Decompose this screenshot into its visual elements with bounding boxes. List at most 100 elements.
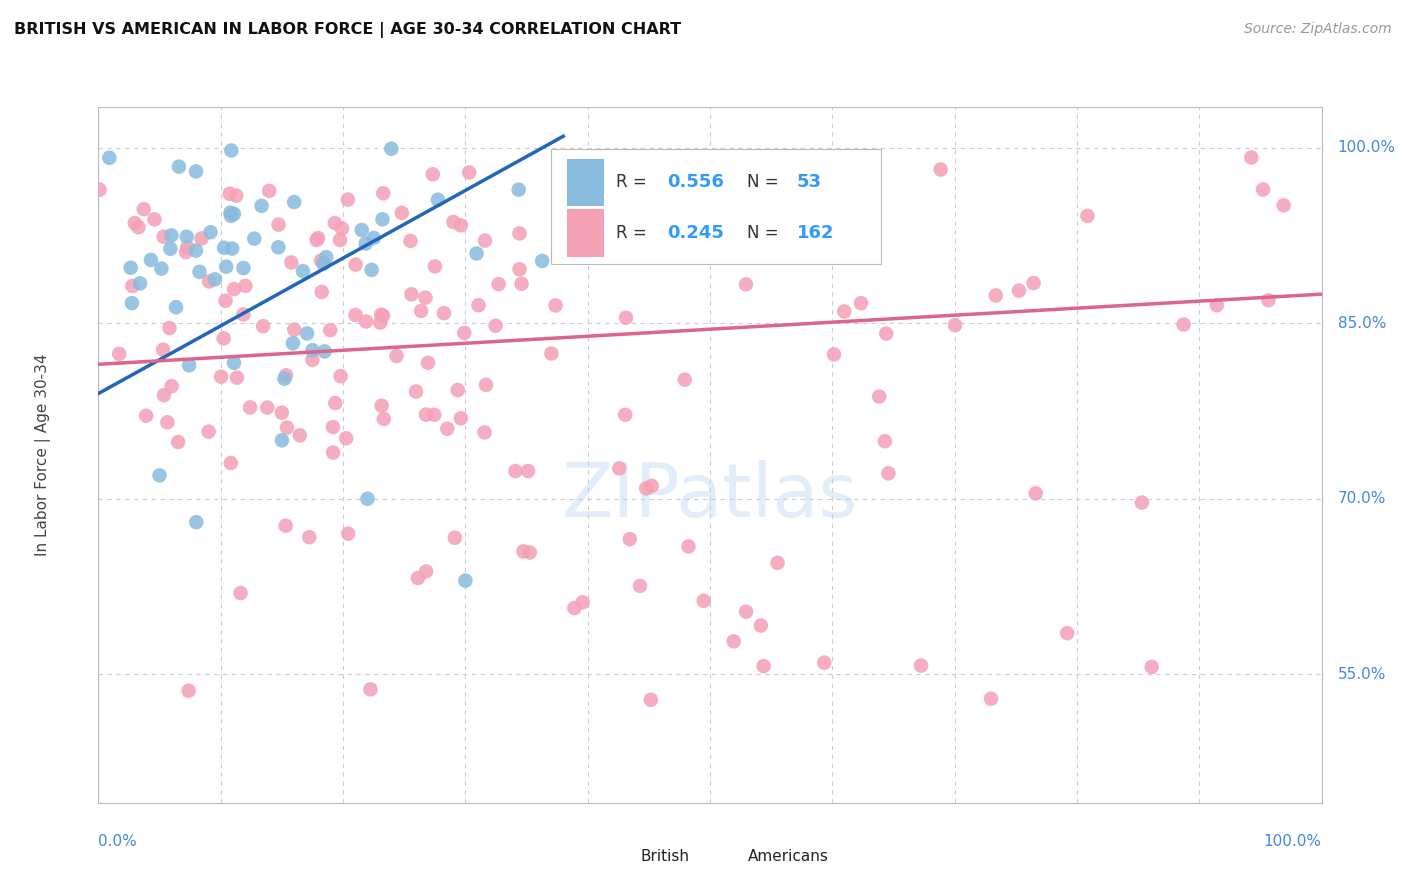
Point <box>373 186 395 201</box>
Point <box>323 396 346 410</box>
Point <box>160 228 183 243</box>
Point <box>859 216 882 230</box>
Point <box>467 298 489 312</box>
Point <box>441 215 464 229</box>
Point <box>474 425 496 440</box>
Point <box>215 260 238 274</box>
Point <box>139 252 162 267</box>
Point <box>197 425 219 439</box>
Point <box>127 220 149 235</box>
Point <box>1025 486 1047 500</box>
Point <box>218 186 240 201</box>
Point <box>488 277 510 292</box>
Point <box>149 468 172 483</box>
Text: 100.0%: 100.0% <box>1337 140 1396 155</box>
Text: In Labor Force | Age 30-34: In Labor Force | Age 30-34 <box>35 353 52 557</box>
Point <box>614 408 637 422</box>
Point <box>363 231 385 245</box>
Text: 55.0%: 55.0% <box>1337 666 1386 681</box>
Point <box>270 406 292 420</box>
Point <box>544 298 567 312</box>
Point <box>531 254 554 268</box>
Point <box>323 216 346 230</box>
Point <box>564 601 586 615</box>
Point <box>910 658 932 673</box>
Point <box>291 264 314 278</box>
Point <box>225 188 247 202</box>
Point <box>219 205 242 219</box>
Point <box>406 571 429 585</box>
Point <box>823 347 845 361</box>
Point <box>283 323 305 337</box>
Point <box>433 306 456 320</box>
Point <box>873 434 896 449</box>
Point <box>295 326 318 341</box>
Point <box>980 691 1002 706</box>
Point <box>184 164 207 178</box>
Point <box>450 219 472 233</box>
Point <box>752 659 775 673</box>
Point <box>309 253 332 268</box>
Point <box>329 233 352 247</box>
Point <box>735 605 758 619</box>
Text: 0.0%: 0.0% <box>98 834 138 849</box>
Text: 85.0%: 85.0% <box>1337 316 1386 331</box>
Point <box>832 304 855 318</box>
Point <box>380 142 402 156</box>
Point <box>849 296 872 310</box>
Point <box>124 216 146 230</box>
Point <box>474 234 496 248</box>
Point <box>311 285 333 299</box>
Point <box>129 277 152 291</box>
Point <box>373 412 395 426</box>
Point <box>370 308 392 322</box>
Point <box>1056 626 1078 640</box>
Point <box>280 255 302 269</box>
Point <box>307 231 329 245</box>
Point <box>305 233 328 247</box>
FancyBboxPatch shape <box>551 149 882 263</box>
Point <box>177 359 200 373</box>
Point <box>257 184 280 198</box>
Point <box>221 242 243 256</box>
Point <box>571 595 593 609</box>
Point <box>301 343 323 358</box>
Point <box>312 257 335 271</box>
Point <box>1251 182 1274 196</box>
Text: 162: 162 <box>797 224 834 242</box>
Point <box>356 491 378 506</box>
Point <box>165 300 187 314</box>
Point <box>693 594 716 608</box>
Point <box>350 223 373 237</box>
Point <box>929 162 952 177</box>
Point <box>219 456 242 470</box>
Point <box>749 618 772 632</box>
Point <box>868 390 890 404</box>
Point <box>505 464 527 478</box>
Point <box>335 431 357 445</box>
Point <box>274 518 297 533</box>
Point <box>447 383 470 397</box>
Point <box>330 221 353 235</box>
Point <box>1022 276 1045 290</box>
Point <box>415 291 437 305</box>
Point <box>678 540 700 554</box>
Point <box>443 531 465 545</box>
Point <box>723 634 745 648</box>
Point <box>1008 284 1031 298</box>
Point <box>735 277 758 292</box>
Point <box>221 144 243 158</box>
Point <box>766 556 789 570</box>
Point <box>274 368 297 383</box>
Point <box>235 279 257 293</box>
Point <box>250 199 273 213</box>
Point <box>636 482 658 496</box>
Point <box>1130 495 1153 509</box>
Point <box>176 240 198 254</box>
Point <box>267 240 290 254</box>
Point <box>209 369 232 384</box>
Point <box>475 377 498 392</box>
Point <box>607 461 630 475</box>
Point <box>422 167 444 181</box>
Point <box>132 202 155 216</box>
